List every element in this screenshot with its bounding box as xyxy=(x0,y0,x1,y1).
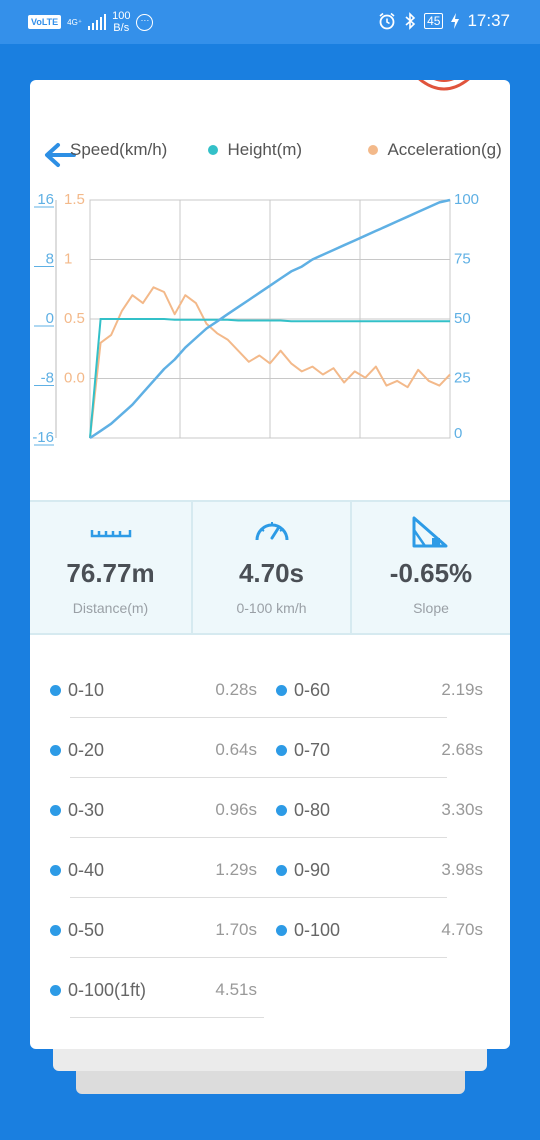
list-item: 0-60 2.19s xyxy=(196,660,483,720)
tick-label-speed: -16 xyxy=(32,429,54,446)
slope-label: Slope xyxy=(413,600,449,616)
tick-label-acceleration: 0.0 xyxy=(64,370,85,387)
list-item: 0-40 1.29s xyxy=(50,840,257,900)
stamp-icon xyxy=(418,80,470,91)
tick-label-right: 0 xyxy=(454,425,462,442)
ruler-icon xyxy=(90,530,132,538)
list-item: 0-50 1.70s xyxy=(50,900,257,960)
bullet-icon xyxy=(50,805,61,816)
battery-icon: 45 xyxy=(424,13,444,29)
tick-label-speed: -8 xyxy=(41,370,54,387)
list-item: 0-90 3.98s xyxy=(70,840,483,900)
list-item: 0-100(1ft) 4.51s xyxy=(50,960,264,1020)
tick-label-right: 75 xyxy=(454,251,471,268)
list-item: 0-70 2.68s xyxy=(70,720,483,780)
bullet-icon xyxy=(50,745,61,756)
bullet-icon xyxy=(50,685,61,696)
bullet-icon xyxy=(50,925,61,936)
list-item: 0-80 3.30s xyxy=(70,780,483,840)
notification-dots-icon: ··· xyxy=(136,13,154,31)
tick-label-speed: 16 xyxy=(37,191,54,208)
distance-label: Distance(m) xyxy=(72,600,149,616)
bluetooth-icon xyxy=(405,12,416,30)
height-dot-icon xyxy=(208,145,218,155)
slope-icon xyxy=(412,516,448,548)
stat-zero-to-hundred: 4.70s 0-100 km/h xyxy=(193,502,350,633)
list-item: 0-10 0.28s xyxy=(50,660,257,720)
signal-icon xyxy=(88,14,107,30)
height-series-line xyxy=(89,318,450,439)
list-item: 0-30 0.96s xyxy=(50,780,257,840)
tick-label-speed: 0 xyxy=(46,310,54,327)
legend-acceleration: Acceleration(g) xyxy=(368,140,502,160)
tick-label-acceleration: 1 xyxy=(64,251,72,268)
stats-panel: 76.77m Distance(m) 4.70s 0-100 km/h -0.6… xyxy=(30,500,510,635)
alarm-icon xyxy=(379,12,395,30)
tick-label-right: 100 xyxy=(454,191,479,208)
chart-legend: Speed(km/h) Height(m) Acceleration(g) xyxy=(70,140,502,160)
distance-value: 76.77m xyxy=(66,558,155,588)
legend-height: Height(m) xyxy=(208,140,302,160)
tick-label-right: 50 xyxy=(454,310,471,327)
bullet-icon xyxy=(50,865,61,876)
acceleration-dot-icon xyxy=(368,145,378,155)
volte-badge: VoLTE xyxy=(28,15,62,29)
bullet-icon xyxy=(50,985,61,996)
result-card: Speed(km/h) Height(m) Acceleration(g) 16… xyxy=(30,80,510,1049)
charging-icon xyxy=(451,13,460,29)
acceleration-series-line xyxy=(89,286,451,439)
stat-distance: 76.77m Distance(m) xyxy=(30,502,191,633)
tick-label-speed: 8 xyxy=(46,251,54,268)
net-speed: 100 B/s xyxy=(112,10,131,34)
bullet-icon xyxy=(276,805,287,816)
zero-to-hundred-label: 0-100 km/h xyxy=(236,600,307,616)
stat-slope: -0.65% Slope xyxy=(352,502,510,633)
speed-series-line xyxy=(89,198,451,440)
tick-label-right: 25 xyxy=(454,370,471,387)
back-arrow-icon[interactable] xyxy=(40,140,80,170)
bullet-icon xyxy=(276,865,287,876)
tick-label-acceleration: 1.5 xyxy=(64,191,85,208)
performance-chart: 16 8 0 -8 -16 1.5 1 0.5 0.0 100 75 50 25 0 xyxy=(32,191,479,446)
clock: 17:37 xyxy=(467,11,510,30)
zero-to-hundred-value: 4.70s xyxy=(238,558,305,588)
tick-label-acceleration: 0.5 xyxy=(64,310,85,327)
list-item: 0-20 0.64s xyxy=(50,720,257,780)
network-type: 4G⁺ xyxy=(67,17,83,27)
speedometer-icon xyxy=(255,522,289,541)
slope-value: -0.65% xyxy=(389,558,473,588)
status-bar: VoLTE 4G⁺ 100 B/s ··· 45 17:37 xyxy=(0,0,540,44)
bullet-icon xyxy=(276,925,287,936)
bullet-icon xyxy=(276,745,287,756)
bullet-icon xyxy=(276,685,287,696)
list-item: 0-100 4.70s xyxy=(70,900,483,960)
